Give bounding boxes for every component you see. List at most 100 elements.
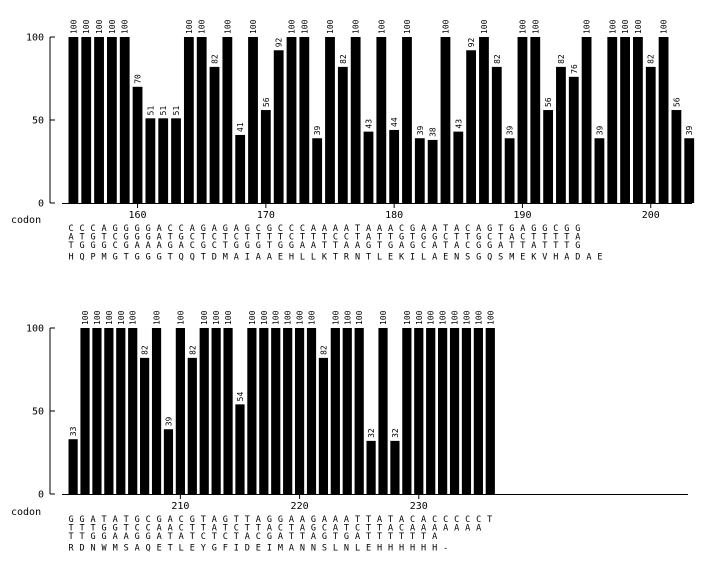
bar-codon-228: [390, 440, 400, 494]
bar-value-label: 38: [429, 127, 438, 137]
bar-codon-203: [684, 138, 695, 203]
bar-value-label: 82: [319, 345, 328, 355]
bar-codon-232: [438, 328, 448, 494]
bar-value-label: 100: [331, 310, 340, 325]
bar-codon-193: [556, 66, 566, 203]
bar-value-label: 100: [403, 19, 412, 34]
bar-codon-224: [342, 328, 352, 494]
bar-value-label: 33: [69, 426, 78, 436]
bar-value-label: 100: [81, 310, 90, 325]
bar-value-label: 39: [313, 125, 322, 135]
bar-codon-225: [354, 328, 364, 494]
bar-codon-196: [594, 138, 605, 203]
bar-codon-203: [92, 328, 102, 494]
bar-codon-189: [504, 138, 515, 203]
bar-value-label: 100: [153, 310, 162, 325]
nucleotide-row-2: TTTGGTCCAACTTATCTTACTAGCATCTTACAAAAAAA: [69, 524, 488, 534]
y-tick-label: 0: [38, 199, 44, 210]
bar-value-label: 56: [672, 97, 681, 107]
bar-value-label: 51: [146, 106, 155, 116]
bar-codon-231: [426, 328, 436, 494]
bar-value-label: 100: [451, 310, 460, 325]
bar-codon-157: [94, 37, 104, 203]
bar-codon-202: [80, 328, 90, 494]
bar-value-label: 100: [621, 19, 630, 34]
bar-value-label: 32: [367, 428, 376, 438]
bar-codon-234: [461, 328, 472, 494]
bar-value-label: 92: [467, 37, 476, 47]
bar-value-label: 51: [159, 106, 168, 116]
bar-value-label: 100: [480, 19, 489, 34]
bar-codon-174: [312, 138, 323, 203]
bar-codon-226: [366, 440, 376, 494]
bar-codon-164: [183, 37, 194, 203]
bar-value-label: 100: [249, 19, 258, 34]
bar-value-label: 39: [595, 125, 604, 135]
bar-codon-209: [163, 429, 174, 494]
bar-value-label: 51: [172, 106, 181, 116]
bar-value-label: 100: [439, 310, 448, 325]
bar-value-label: 100: [403, 310, 412, 325]
bar-codon-197: [607, 37, 618, 203]
bar-value-label: 100: [176, 310, 185, 325]
bar-codon-204: [104, 328, 114, 494]
bar-value-label: 100: [224, 310, 233, 325]
bar-codon-167: [222, 37, 233, 203]
bar-codon-221: [306, 328, 317, 494]
bar-codon-198: [620, 37, 630, 203]
bar-value-label: 41: [236, 122, 245, 132]
bar-codon-200: [645, 66, 656, 203]
bar-value-label: 100: [198, 19, 207, 34]
bar-value-label: 100: [326, 19, 335, 34]
bar-value-label: 100: [660, 19, 669, 34]
y-tick-label: 100: [26, 324, 44, 335]
y-tick-label: 50: [32, 407, 44, 418]
bar-codon-222: [318, 357, 329, 494]
bar-codon-177: [350, 37, 361, 203]
bar-codon-192: [543, 110, 554, 203]
bar-value-label: 100: [93, 310, 102, 325]
bar-value-label: 100: [129, 310, 138, 325]
bar-value-label: 100: [185, 19, 194, 34]
x-tick-label: 160: [129, 210, 147, 221]
bar-value-label: 100: [518, 19, 527, 34]
bar-codon-188: [491, 66, 502, 203]
bar-value-label: 39: [416, 125, 425, 135]
bar-codon-235: [473, 328, 483, 494]
bar-value-label: 56: [544, 97, 553, 107]
bar-codon-215: [235, 404, 245, 494]
bar-value-label: 100: [95, 19, 104, 34]
bar-codon-173: [299, 37, 310, 203]
bar-value-label: 100: [474, 310, 483, 325]
bar-value-label: 82: [339, 54, 348, 64]
bar-codon-175: [325, 37, 335, 203]
bar-codon-201: [68, 439, 78, 494]
x-tick-label: 190: [513, 210, 531, 221]
chart-panel-1: 0 50 100 100 100 100 100 100 70 51 51 51 100 100 82 100…: [11, 19, 694, 262]
bar-value-label: 100: [82, 19, 91, 34]
bar-codon-163: [171, 118, 181, 203]
bar-codon-158: [106, 37, 117, 203]
nucleotide-row-2: ATGTCGGGATGCTCTCTTTTCTTTCCTATTGTGGCTTGCT…: [69, 233, 587, 243]
amino-acid-row: RDNWMSAQETLEYGFIDEIMANNSLNLEHHHHHH-: [69, 544, 455, 554]
bar-value-label: 100: [212, 310, 221, 325]
bar-value-label: 100: [272, 310, 281, 325]
bar-value-label: 100: [608, 19, 617, 34]
nucleotide-row-3: TGGGCGAAAGACGCTGGGTGGAATTAAGTGAGCATACGGA…: [69, 241, 587, 251]
y-tick-label: 50: [32, 116, 44, 127]
bar-codon-194: [568, 76, 579, 203]
bar-value-label: 100: [441, 19, 450, 34]
bar-codon-219: [283, 328, 293, 494]
bar-codon-227: [378, 328, 388, 494]
bar-value-label: 100: [531, 19, 540, 34]
x-tick-label: 200: [642, 210, 660, 221]
bar-codon-168: [235, 134, 246, 203]
bar-codon-201: [658, 37, 669, 203]
x-tick-label: 180: [385, 210, 403, 221]
bar-codon-199: [633, 37, 643, 203]
nucleotide-row-1: GGATATGCGACGTAGTTAGGAAGAAATTATACACCCCCT: [69, 515, 499, 525]
bar-codon-181: [402, 37, 412, 203]
amino-acid-row: HQPMGTGGGTQQTDMAIAAEHLLKTRNTLEKILAENSGQS…: [69, 253, 609, 263]
bar-value-label: 82: [188, 345, 197, 355]
bar-codon-206: [128, 328, 138, 494]
